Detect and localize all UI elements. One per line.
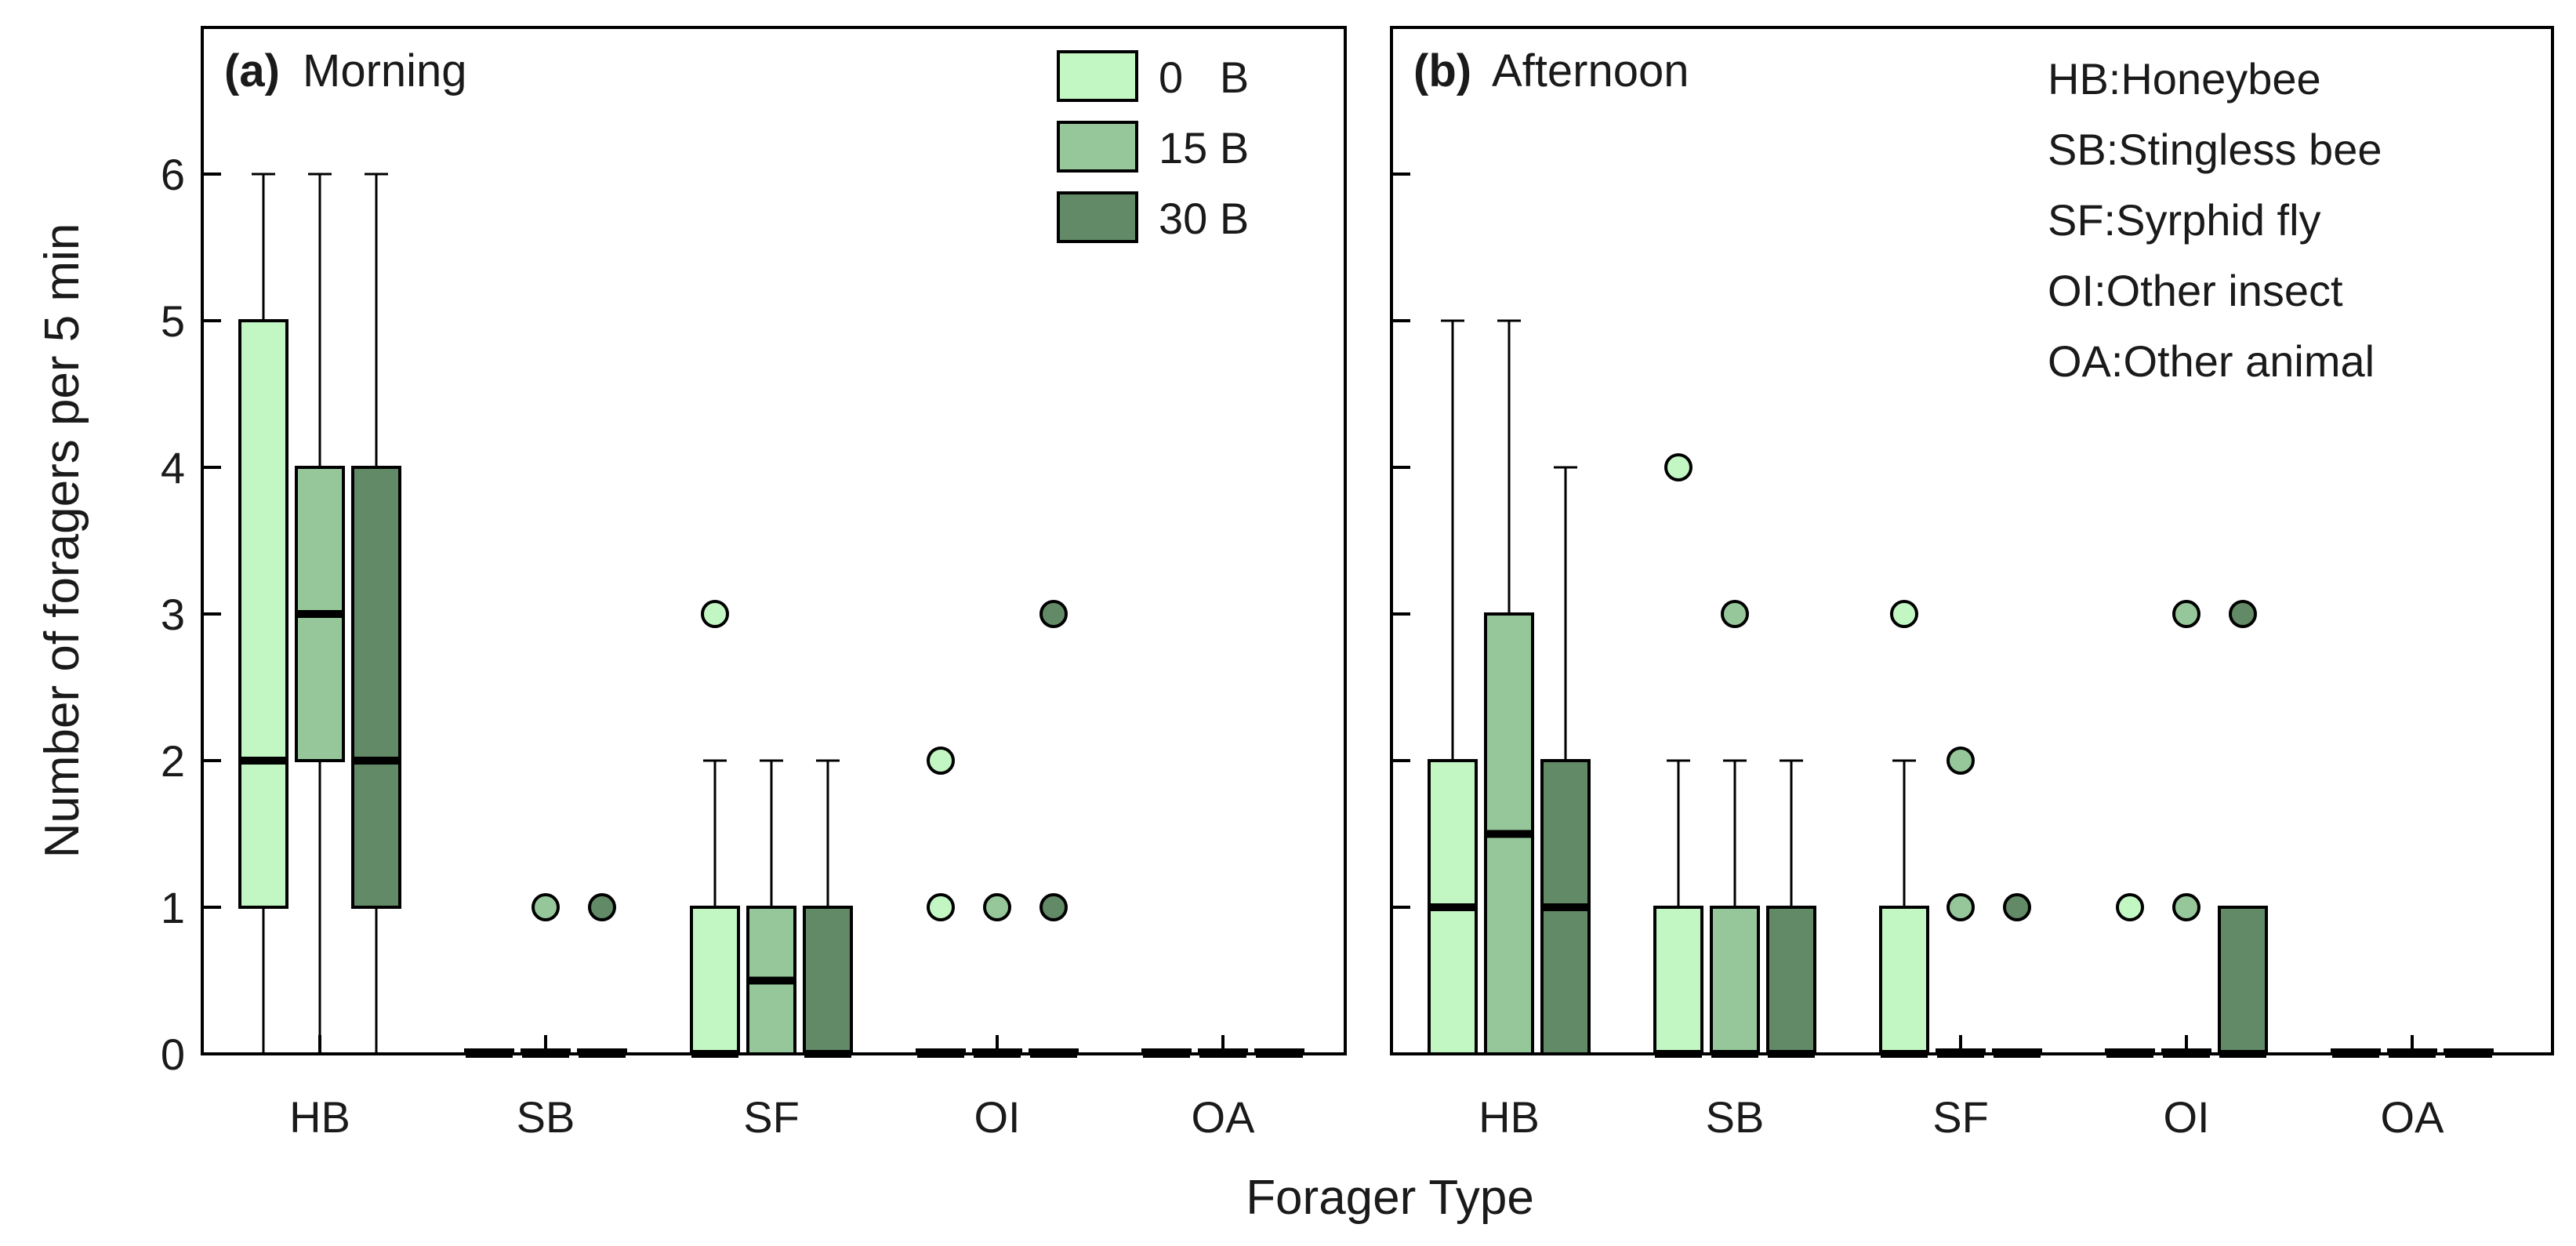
- legend-swatch: [1057, 121, 1138, 173]
- box-sb-0: [464, 1048, 514, 1058]
- outlier-point: [1664, 453, 1693, 481]
- outlier-point: [2172, 600, 2200, 628]
- box-iqr: [1879, 906, 1929, 1055]
- outlier-point: [927, 747, 955, 775]
- outlier-point: [1890, 600, 1918, 628]
- key-entry: SF:Syrphid fly: [2048, 195, 2321, 245]
- box-sb-2: [1766, 759, 1816, 1058]
- x-tick-label-sb: SB: [517, 1092, 575, 1142]
- box-oa-2: [1254, 1048, 1304, 1058]
- box-iqr: [1710, 906, 1760, 1055]
- x-tick-label-sb: SB: [1706, 1092, 1765, 1142]
- y-tick-label: 2: [161, 736, 185, 786]
- outlier-point: [1039, 600, 1068, 628]
- y-tick-label: 3: [161, 590, 185, 639]
- box-oa-0: [1141, 1048, 1192, 1058]
- box-sf-1: [1936, 747, 1986, 1058]
- x-tick-label-oa: OA: [2381, 1092, 2445, 1142]
- key-entry: OA:Other animal: [2048, 336, 2375, 386]
- legend-swatch: [1057, 191, 1138, 243]
- panel-label: (b): [1413, 45, 1471, 96]
- x-tick-label-hb: HB: [1478, 1092, 1540, 1142]
- legend-label: 15 B: [1159, 123, 1249, 173]
- box-sb-0: [1653, 453, 1703, 1058]
- y-tick-label: 0: [161, 1030, 185, 1079]
- x-axis-label: Forager Type: [1246, 1171, 1534, 1225]
- key-entry: OI:Other insect: [2048, 266, 2343, 315]
- x-tick-label-oi: OI: [2163, 1092, 2209, 1142]
- outlier-point: [2116, 893, 2144, 921]
- box-iqr: [690, 906, 740, 1055]
- key-entry: HB:Honeybee: [2048, 54, 2321, 104]
- box-oi-0: [2105, 893, 2155, 1058]
- box-hb-0: [1428, 319, 1478, 1055]
- outlier-point: [2172, 893, 2200, 921]
- outlier-point: [2229, 600, 2257, 628]
- y-axis-label: Number of foragers per 5 min: [35, 223, 89, 859]
- panel-title: Afternoon: [1492, 45, 1689, 96]
- outlier-point: [1039, 893, 1068, 921]
- box-oi-1: [972, 893, 1022, 1058]
- y-tick-label: 6: [161, 150, 185, 199]
- outlier-point: [588, 893, 616, 921]
- y-tick-label: 5: [161, 296, 185, 346]
- x-tick-label-sf: SF: [1932, 1092, 1989, 1142]
- treatment-legend: 0 B 15 B 30 B: [1057, 50, 1249, 243]
- box-oa-1: [2387, 1048, 2437, 1058]
- box-iqr: [2218, 906, 2268, 1055]
- legend-label: 0 B: [1159, 53, 1249, 102]
- panel-title: Morning: [303, 45, 467, 96]
- box-sf-2: [803, 759, 853, 1058]
- box-sf-0: [1879, 600, 1929, 1058]
- panels-layer: 0 1 2 3 4 5 6 HB SB SF OI OA (a) Morning HB SB SF OI OA (b)…: [161, 26, 2554, 1142]
- box-sb-1: [521, 893, 571, 1058]
- outlier-point: [1721, 600, 1749, 628]
- x-tick-label-sf: SF: [743, 1092, 800, 1142]
- box-sf-0: [690, 600, 740, 1058]
- box-iqr: [238, 319, 288, 909]
- box-oa-0: [2331, 1048, 2381, 1058]
- box-oi-2: [1029, 600, 1079, 1058]
- panel-a-morning: 0 1 2 3 4 5 6 HB SB SF OI OA (a) Morning: [161, 26, 1347, 1142]
- box-oa-2: [2444, 1048, 2494, 1058]
- box-iqr: [351, 466, 401, 909]
- box-hb-2: [1540, 466, 1591, 1055]
- box-sb-1: [1710, 600, 1760, 1058]
- x-tick-label-hb: HB: [289, 1092, 350, 1142]
- box-oi-1: [2161, 600, 2211, 1058]
- outlier-point: [927, 893, 955, 921]
- box-hb-1: [295, 173, 345, 1054]
- box-sb-2: [577, 893, 627, 1058]
- box-iqr: [1653, 906, 1703, 1055]
- box-iqr: [803, 906, 853, 1055]
- box-hb-0: [238, 173, 288, 1054]
- box-sf-2: [1992, 893, 2042, 1058]
- forager-type-key: HB:Honeybee SB:Stingless bee SF:Syrphid fl…: [2048, 54, 2382, 386]
- box-oi-0: [916, 747, 966, 1058]
- outlier-point: [701, 600, 729, 628]
- outlier-point: [1947, 893, 1975, 921]
- key-entry: SB:Stingless bee: [2048, 125, 2382, 174]
- outlier-point: [2003, 893, 2031, 921]
- box-sf-1: [746, 759, 796, 1055]
- outlier-point: [532, 893, 560, 921]
- x-tick-label-oi: OI: [974, 1092, 1020, 1142]
- y-tick-label: 4: [161, 443, 185, 492]
- box-oi-2: [2218, 600, 2268, 1058]
- outlier-point: [983, 893, 1011, 921]
- legend-swatch: [1057, 50, 1138, 102]
- outlier-point: [1947, 747, 1975, 775]
- box-hb-1: [1484, 319, 1534, 1055]
- box-hb-2: [351, 173, 401, 1054]
- legend-label: 30 B: [1159, 194, 1249, 243]
- box-iqr: [1766, 906, 1816, 1055]
- box-oa-1: [1198, 1048, 1248, 1058]
- x-tick-label-oa: OA: [1192, 1092, 1256, 1142]
- panel-b-afternoon: HB SB SF OI OA (b) Afternoon: [1390, 26, 2554, 1142]
- y-tick-label: 1: [161, 883, 185, 932]
- panel-label: (a): [224, 45, 280, 96]
